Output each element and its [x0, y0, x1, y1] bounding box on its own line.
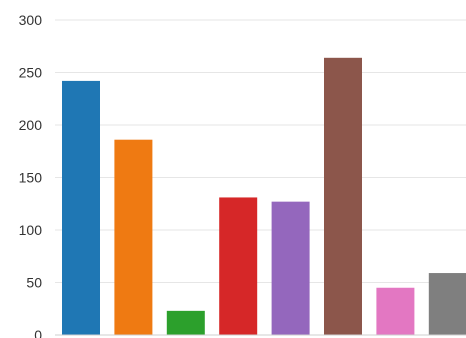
bar-5 [271, 201, 310, 335]
bar-series [62, 57, 466, 336]
bar-7 [376, 287, 415, 335]
y-tick-label: 0 [34, 327, 42, 338]
y-tick-label: 200 [19, 117, 43, 133]
bar-3 [166, 310, 205, 335]
y-tick-label: 50 [26, 275, 42, 291]
y-tick-label: 300 [19, 12, 43, 28]
bar-4 [219, 197, 258, 335]
bar-8 [428, 273, 466, 335]
y-tick-label: 250 [19, 65, 43, 81]
y-axis-tick-labels: 0 50 100 150 200 250 300 [19, 12, 43, 338]
bar-6 [324, 57, 362, 336]
bar-2 [114, 139, 153, 335]
bar-1 [62, 80, 100, 336]
y-tick-label: 150 [19, 170, 43, 186]
y-tick-label: 100 [19, 222, 43, 238]
